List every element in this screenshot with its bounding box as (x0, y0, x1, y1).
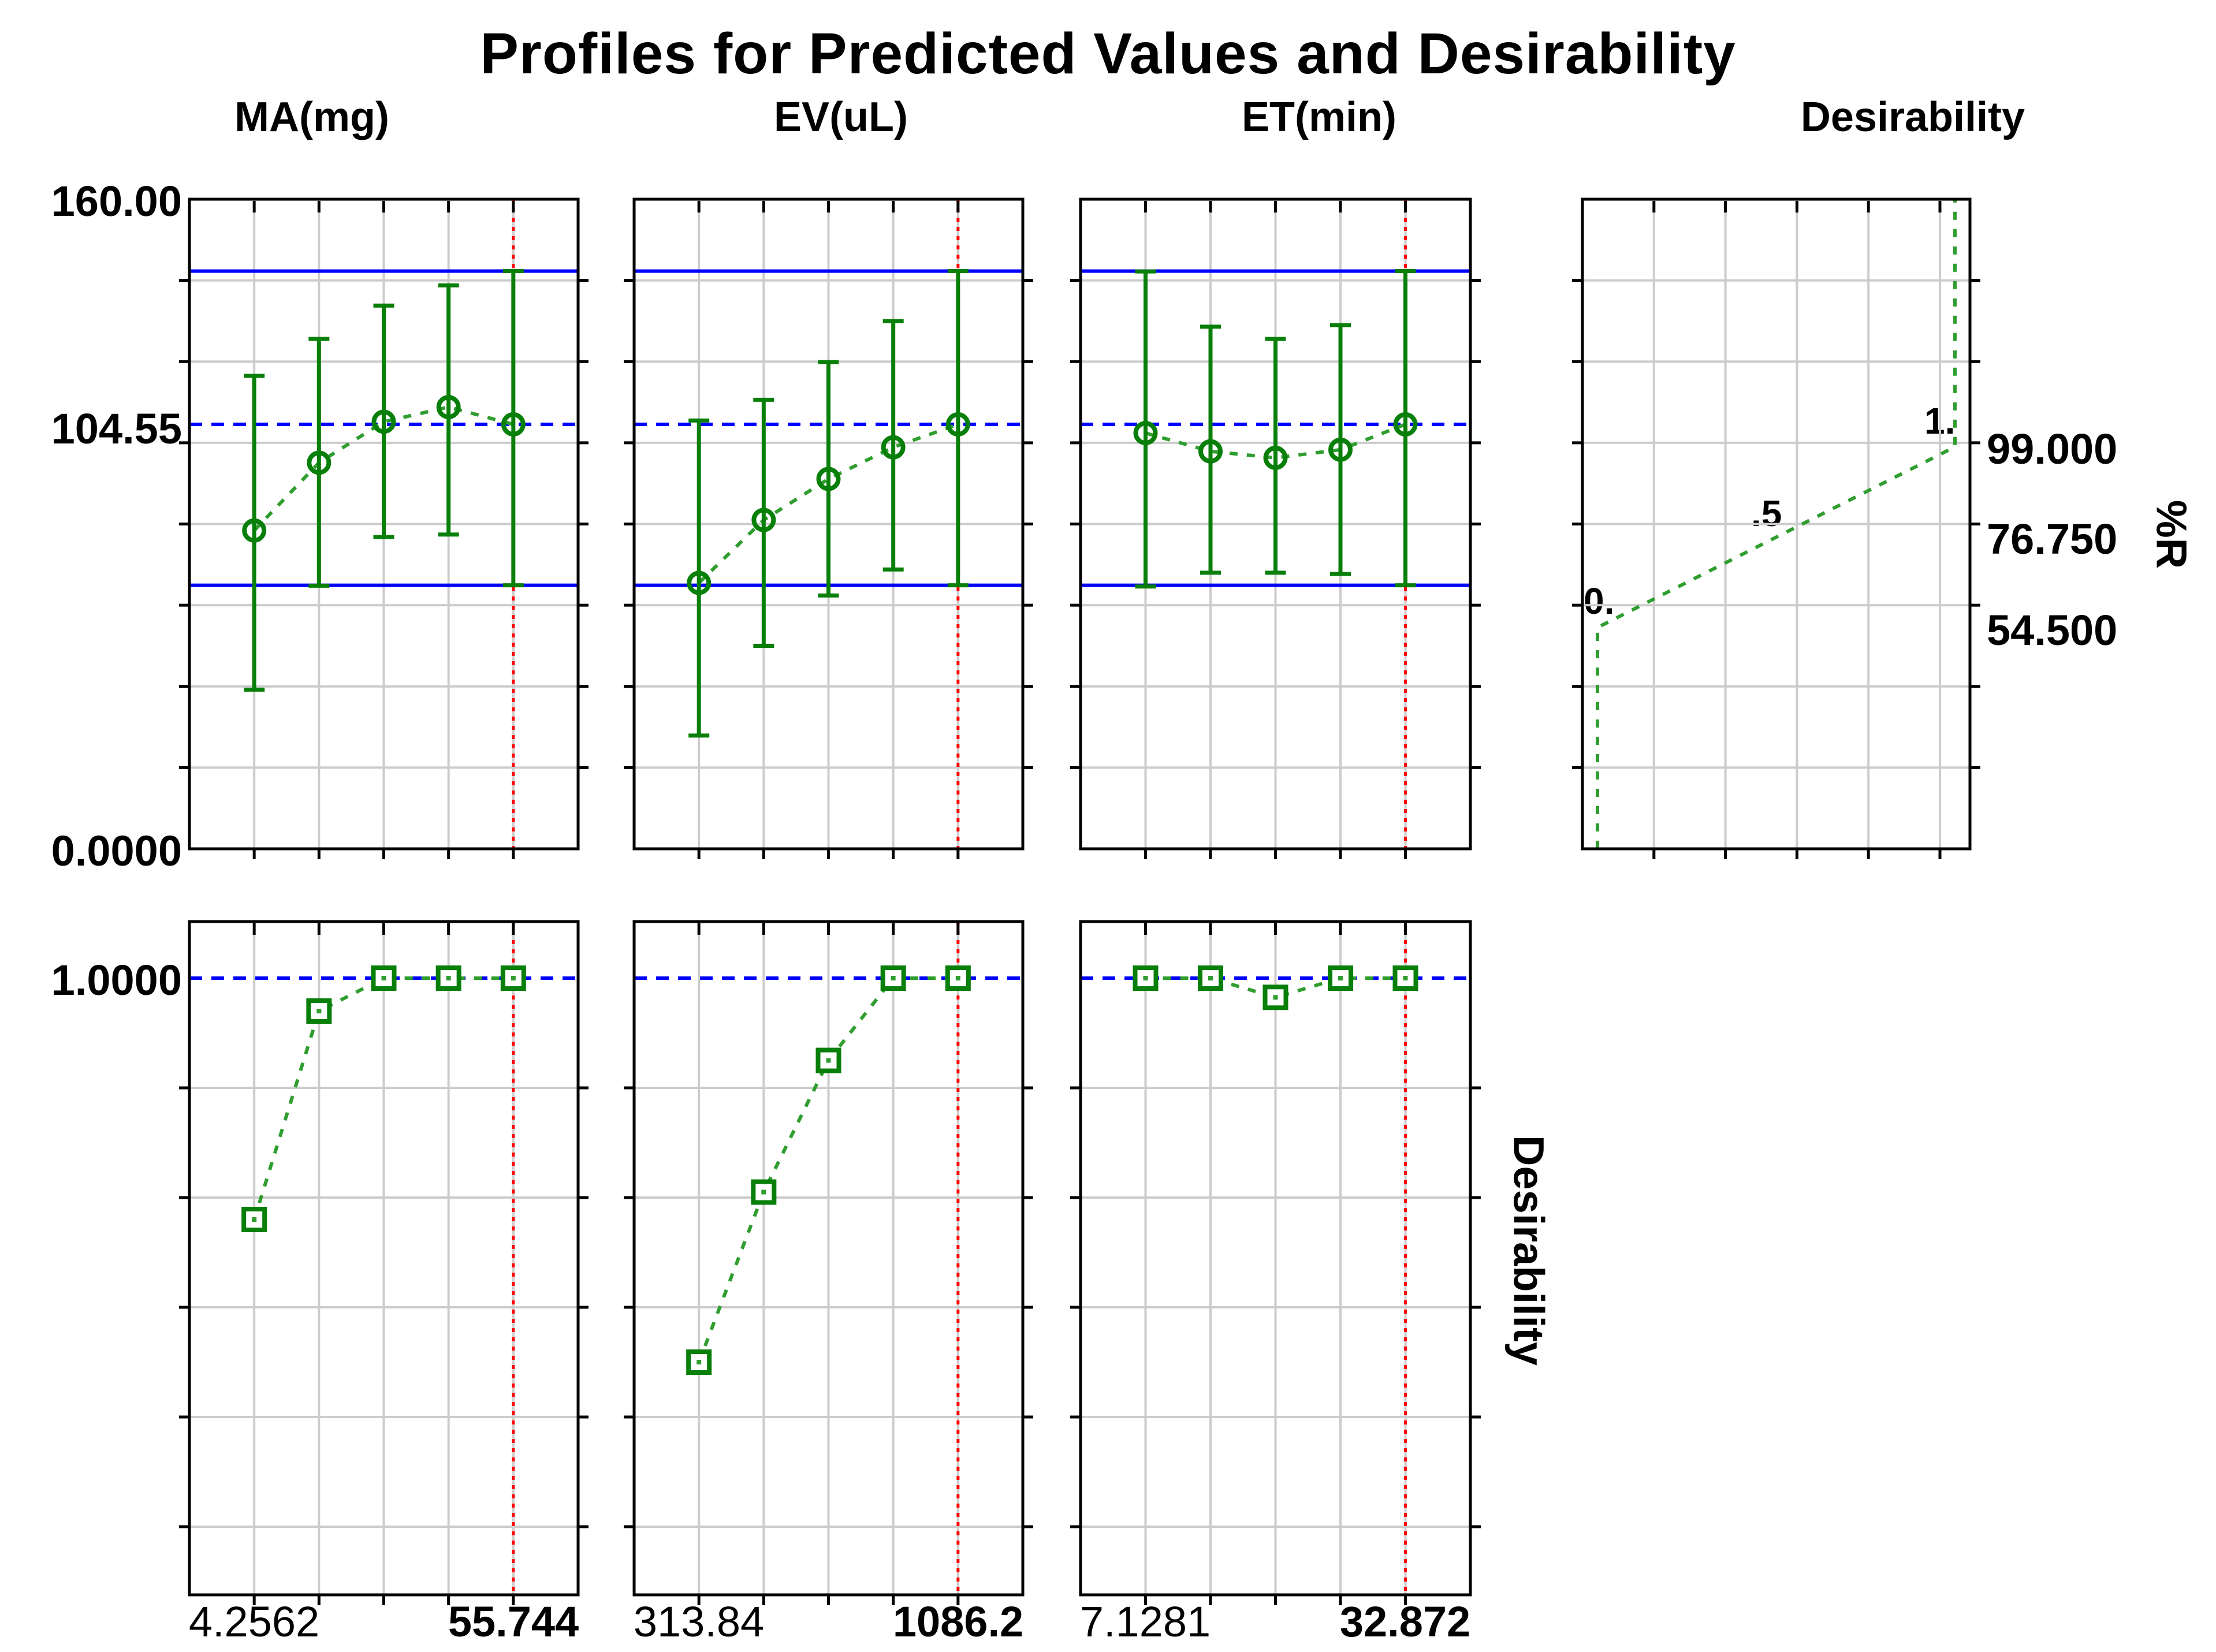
desirability-scale-label-half: .5 (1751, 493, 1782, 534)
chart-title: Profiles for Predicted Values and Desira… (480, 21, 1736, 86)
column-header-ma: MA(mg) (234, 94, 389, 140)
y-axis-label-desirability-max: 1.0000 (51, 956, 182, 1004)
right-axis-label-d1: 99.000 (1987, 425, 2118, 473)
et-desirability-profile-plot (1070, 920, 1481, 1605)
desirability-axis-title: Desirability (1504, 1135, 1553, 1366)
ma-desirability-profile-plot (179, 920, 589, 1605)
percent-r-axis-title: %R (2147, 499, 2196, 569)
x-axis-min-label-et: 7.1281 (1079, 1598, 1211, 1646)
x-axis-min-label-ma: 4.2562 (188, 1598, 320, 1646)
column-header-desirability: Desirability (1800, 94, 2025, 140)
ev-predicted-profile-plot (624, 197, 1033, 859)
right-axis-label-d05: 76.750 (1987, 515, 2118, 563)
ev-desirability-profile-plot (624, 920, 1033, 1605)
ma-predicted-profile-plot (179, 197, 589, 859)
y-axis-label-response-min: 0.0000 (51, 827, 182, 875)
column-header-et: ET(min) (1242, 94, 1396, 140)
column-header-ev: EV(uL) (774, 94, 908, 140)
y-axis-label-response-max: 160.00 (51, 177, 182, 225)
y-axis-label-predicted: 104.55 (51, 405, 182, 453)
x-axis-current-label-ma: 55.744 (448, 1598, 579, 1646)
desirability-function-plot (1572, 197, 1980, 859)
x-axis-current-label-et: 32.872 (1339, 1598, 1471, 1646)
desirability-scale-label-0: 0. (1584, 580, 1615, 622)
x-axis-current-label-ev: 1086.2 (892, 1598, 1024, 1646)
right-axis-label-d0: 54.500 (1987, 606, 2118, 654)
et-predicted-profile-plot (1070, 197, 1481, 859)
x-axis-min-label-ev: 313.84 (633, 1598, 765, 1646)
